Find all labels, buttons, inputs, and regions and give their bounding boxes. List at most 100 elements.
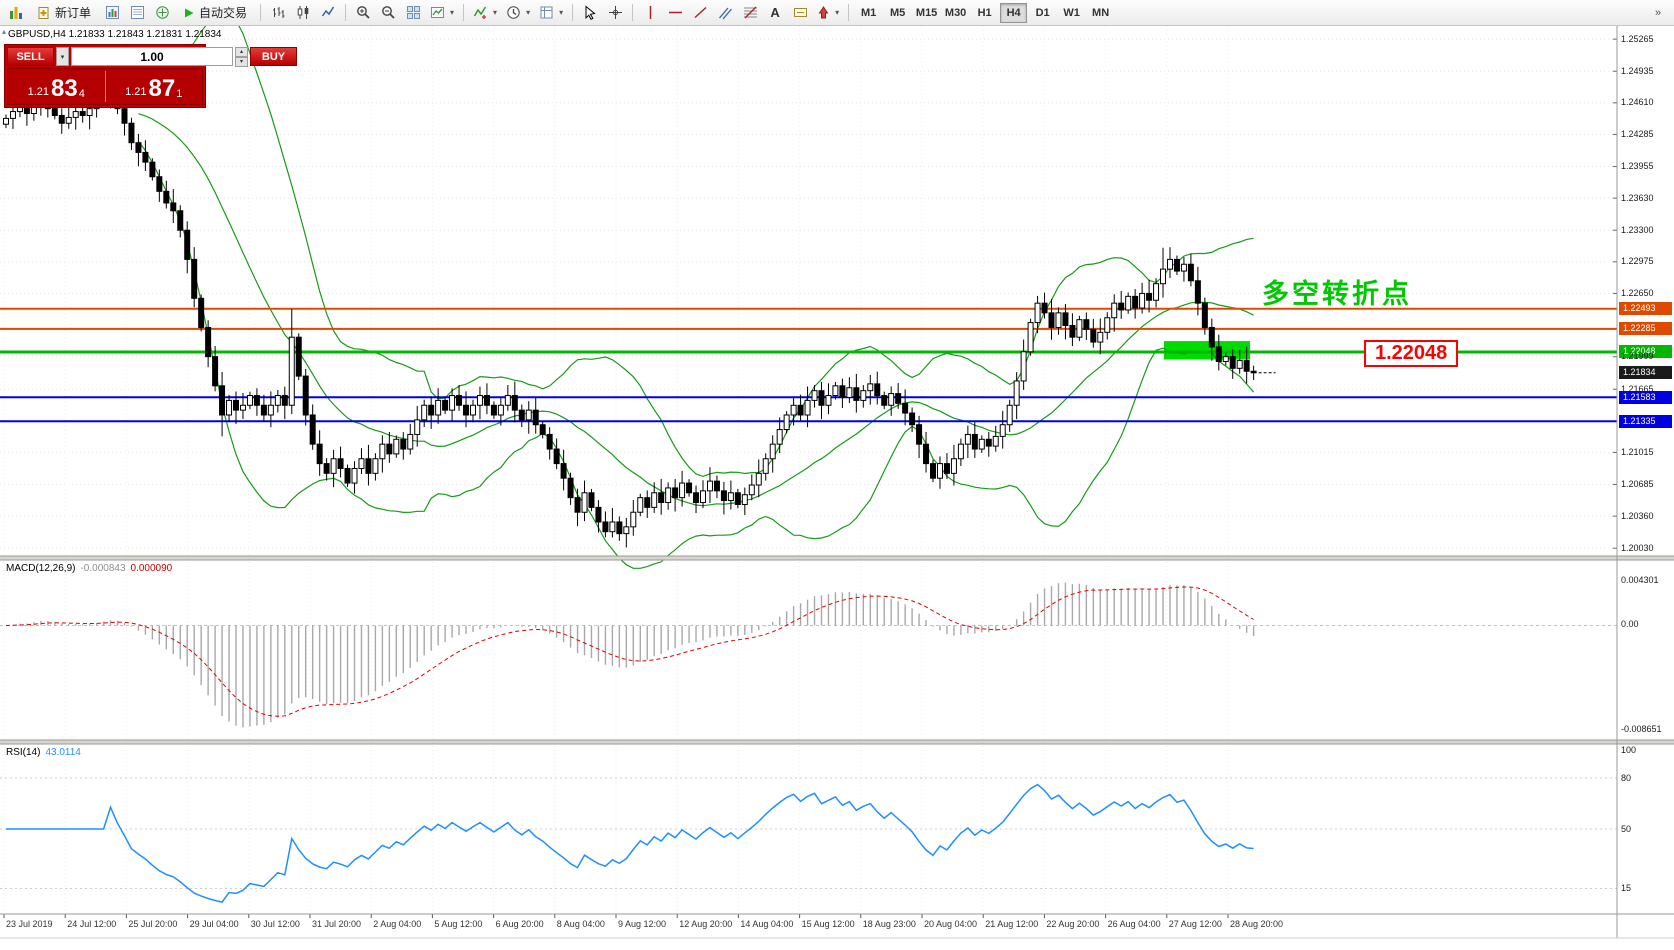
price-level-label[interactable]: 1.21583 <box>1619 390 1672 404</box>
time-axis-label: 15 Aug 12:00 <box>801 919 855 929</box>
timeframe-d1[interactable]: D1 <box>1029 3 1056 23</box>
macd-title: MACD(12,26,9) <box>6 563 76 574</box>
order-type-dropdown[interactable]: ▾ <box>56 47 69 66</box>
text-icon[interactable]: A <box>763 2 787 24</box>
new-chart-icon[interactable]: ▾ <box>426 2 458 24</box>
buy-price-big: 87 <box>148 75 176 102</box>
line-chart-icon[interactable] <box>316 2 340 24</box>
time-axis-label: 29 Jul 04:00 <box>189 919 239 929</box>
sell-price-prefix: 1.21 <box>27 86 50 98</box>
macd-histogram <box>12 582 1255 728</box>
timeframe-h4[interactable]: H4 <box>1000 2 1028 23</box>
price-tick: 1.23630 <box>1621 192 1654 203</box>
indicators-icon[interactable]: ▾ <box>469 2 501 24</box>
cursor-icon[interactable] <box>578 2 602 24</box>
arrows-icon[interactable]: ▾ <box>813 2 843 24</box>
price-tick: 1.22650 <box>1621 287 1654 298</box>
data-window-icon[interactable] <box>125 2 149 24</box>
templates-icon[interactable]: ▾ <box>535 2 567 24</box>
chart-ohlc-info: GBPUSD,H4 1.21833 1.21843 1.21831 1.2183… <box>8 29 222 40</box>
time-axis-label: 20 Aug 04:00 <box>924 919 978 929</box>
rsi-title: RSI(14) <box>6 747 41 758</box>
volume-input[interactable] <box>71 47 233 66</box>
text-tool-label: A <box>770 5 780 20</box>
timeframe-m15[interactable]: M15 <box>913 3 940 23</box>
sell-button[interactable]: SELL <box>7 47 54 66</box>
text-label-icon[interactable] <box>788 2 812 24</box>
time-axis-label: 8 Aug 04:00 <box>556 919 605 929</box>
price-callout[interactable]: 1.22048 <box>1364 340 1459 367</box>
chevron-down-icon: ▾ <box>450 8 455 17</box>
price-level-label[interactable]: 1.22493 <box>1619 302 1672 316</box>
macd-scale-label: 0.00 <box>1621 619 1639 630</box>
toolbar-overflow-icon[interactable]: » <box>1646 2 1670 24</box>
time-axis-label: 6 Aug 20:00 <box>495 919 544 929</box>
periods-icon[interactable]: ▾ <box>502 2 534 24</box>
vertical-line-icon[interactable] <box>638 2 662 24</box>
timeframe-mn[interactable]: MN <box>1087 3 1114 23</box>
horizontal-line-icon[interactable] <box>663 2 687 24</box>
buy-button[interactable]: BUY <box>250 47 297 66</box>
price-tick: 1.21665 <box>1621 383 1654 394</box>
time-axis-label: 18 Aug 23:00 <box>862 919 916 929</box>
one-click-toggle-icon[interactable]: ▴ <box>2 27 7 36</box>
chevron-down-icon: ▾ <box>60 53 65 61</box>
channel-icon[interactable] <box>713 2 737 24</box>
time-axis-label: 5 Aug 12:00 <box>434 919 483 929</box>
macd-signal-value: 0.000090 <box>130 563 173 574</box>
annotation-text[interactable]: 多空转折点 <box>1262 279 1412 309</box>
macd-scale-label: -0.008651 <box>1621 724 1662 734</box>
time-axis-label: 28 Aug 20:00 <box>1230 919 1284 929</box>
toolbar-separator <box>260 4 262 21</box>
timeframe-w1[interactable]: W1 <box>1058 3 1085 23</box>
toolbar-separator <box>463 4 465 21</box>
fibonacci-icon[interactable] <box>738 2 762 24</box>
toolbar: 新订单 自动交易 ▾ ▾ ▾ ▾ A ▾ M1 <box>0 0 1674 26</box>
market-watch-icon[interactable] <box>100 2 124 24</box>
trade-controls-row: SELL ▾ ▴▾ BUY <box>7 47 297 67</box>
price-tick: 1.25265 <box>1621 33 1654 44</box>
timeframe-m5[interactable]: M5 <box>884 3 911 23</box>
autotrade-button[interactable]: 自动交易 <box>175 2 255 24</box>
zoom-out-icon[interactable] <box>376 2 400 24</box>
time-axis-label: 30 Jul 12:00 <box>250 919 300 929</box>
crosshair-icon[interactable] <box>603 2 627 24</box>
candles-layer <box>3 82 1257 548</box>
time-axis-label: 24 Jul 12:00 <box>67 919 117 929</box>
trendline-icon[interactable] <box>688 2 712 24</box>
new-order-label: 新订单 <box>55 6 92 20</box>
time-axis-label: 27 Aug 12:00 <box>1168 919 1222 929</box>
price-tick: 1.22975 <box>1621 256 1654 267</box>
macd-signal-line <box>5 586 1254 717</box>
buy-price-prefix: 1.21 <box>125 86 147 98</box>
step-up-icon[interactable]: ▴ <box>235 47 248 57</box>
panel-splitter[interactable] <box>0 740 1674 744</box>
navigator-icon[interactable] <box>150 2 174 24</box>
panel-splitter[interactable] <box>0 556 1674 560</box>
price-level-label[interactable]: 1.21335 <box>1619 414 1672 428</box>
rsi-scale-label: 15 <box>1621 883 1632 893</box>
timeframe-m30[interactable]: M30 <box>942 3 969 23</box>
time-axis-label: 25 Jul 20:00 <box>128 919 178 929</box>
volume-stepper[interactable]: ▴ ▾ <box>235 47 248 67</box>
zoom-in-icon[interactable] <box>351 2 375 24</box>
sell-price-big: 83 <box>51 75 78 102</box>
timeframe-h1[interactable]: H1 <box>971 3 998 23</box>
buy-price: 1.21 87 1 <box>106 69 203 104</box>
candlestick-chart-icon[interactable] <box>291 2 315 24</box>
chevron-down-icon: ▾ <box>559 8 564 17</box>
time-axis-label: 22 Aug 20:00 <box>1046 919 1100 929</box>
tile-windows-icon[interactable] <box>401 2 425 24</box>
price-level-label[interactable]: 1.22048 <box>1619 345 1672 359</box>
timeframe-m1[interactable]: M1 <box>855 3 882 23</box>
highlight-zone[interactable] <box>1164 341 1250 360</box>
new-order-button[interactable]: 新订单 <box>29 2 99 24</box>
bar-chart-icon[interactable] <box>266 2 290 24</box>
step-down-icon[interactable]: ▾ <box>235 57 248 67</box>
rsi-scale-label: 80 <box>1621 772 1632 783</box>
price-tick: 1.23300 <box>1621 224 1654 235</box>
price-level-label[interactable]: 1.22285 <box>1619 322 1672 336</box>
price-tick: 1.21015 <box>1621 446 1654 457</box>
